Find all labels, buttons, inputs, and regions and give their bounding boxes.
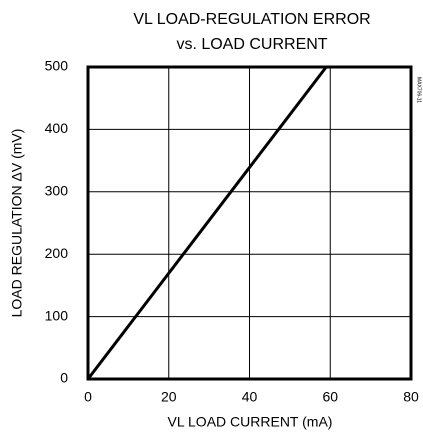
figure-id: MAX706-11 <box>416 77 422 103</box>
y-axis-label: LOAD REGULATION ΔV (mV) <box>9 129 25 318</box>
chart-title: VL LOAD-REGULATION ERROR <box>133 11 370 28</box>
y-tick-label: 300 <box>45 183 69 199</box>
chart-title: vs. LOAD CURRENT <box>176 36 327 53</box>
y-tick-label: 400 <box>45 120 69 136</box>
y-tick-label: 0 <box>60 370 68 386</box>
x-tick-label: 0 <box>84 389 92 405</box>
x-axis-label: VL LOAD CURRENT (mA) <box>168 414 333 430</box>
x-tick-label: 40 <box>242 389 258 405</box>
x-tick-label: 20 <box>161 389 177 405</box>
x-tick-label: 60 <box>322 389 338 405</box>
plot-frame <box>86 65 413 381</box>
data-line <box>86 66 328 380</box>
y-tick-label: 200 <box>45 245 69 261</box>
x-tick-label: 80 <box>403 389 419 405</box>
y-tick-label: 500 <box>45 58 69 74</box>
y-tick-label: 100 <box>45 307 69 323</box>
